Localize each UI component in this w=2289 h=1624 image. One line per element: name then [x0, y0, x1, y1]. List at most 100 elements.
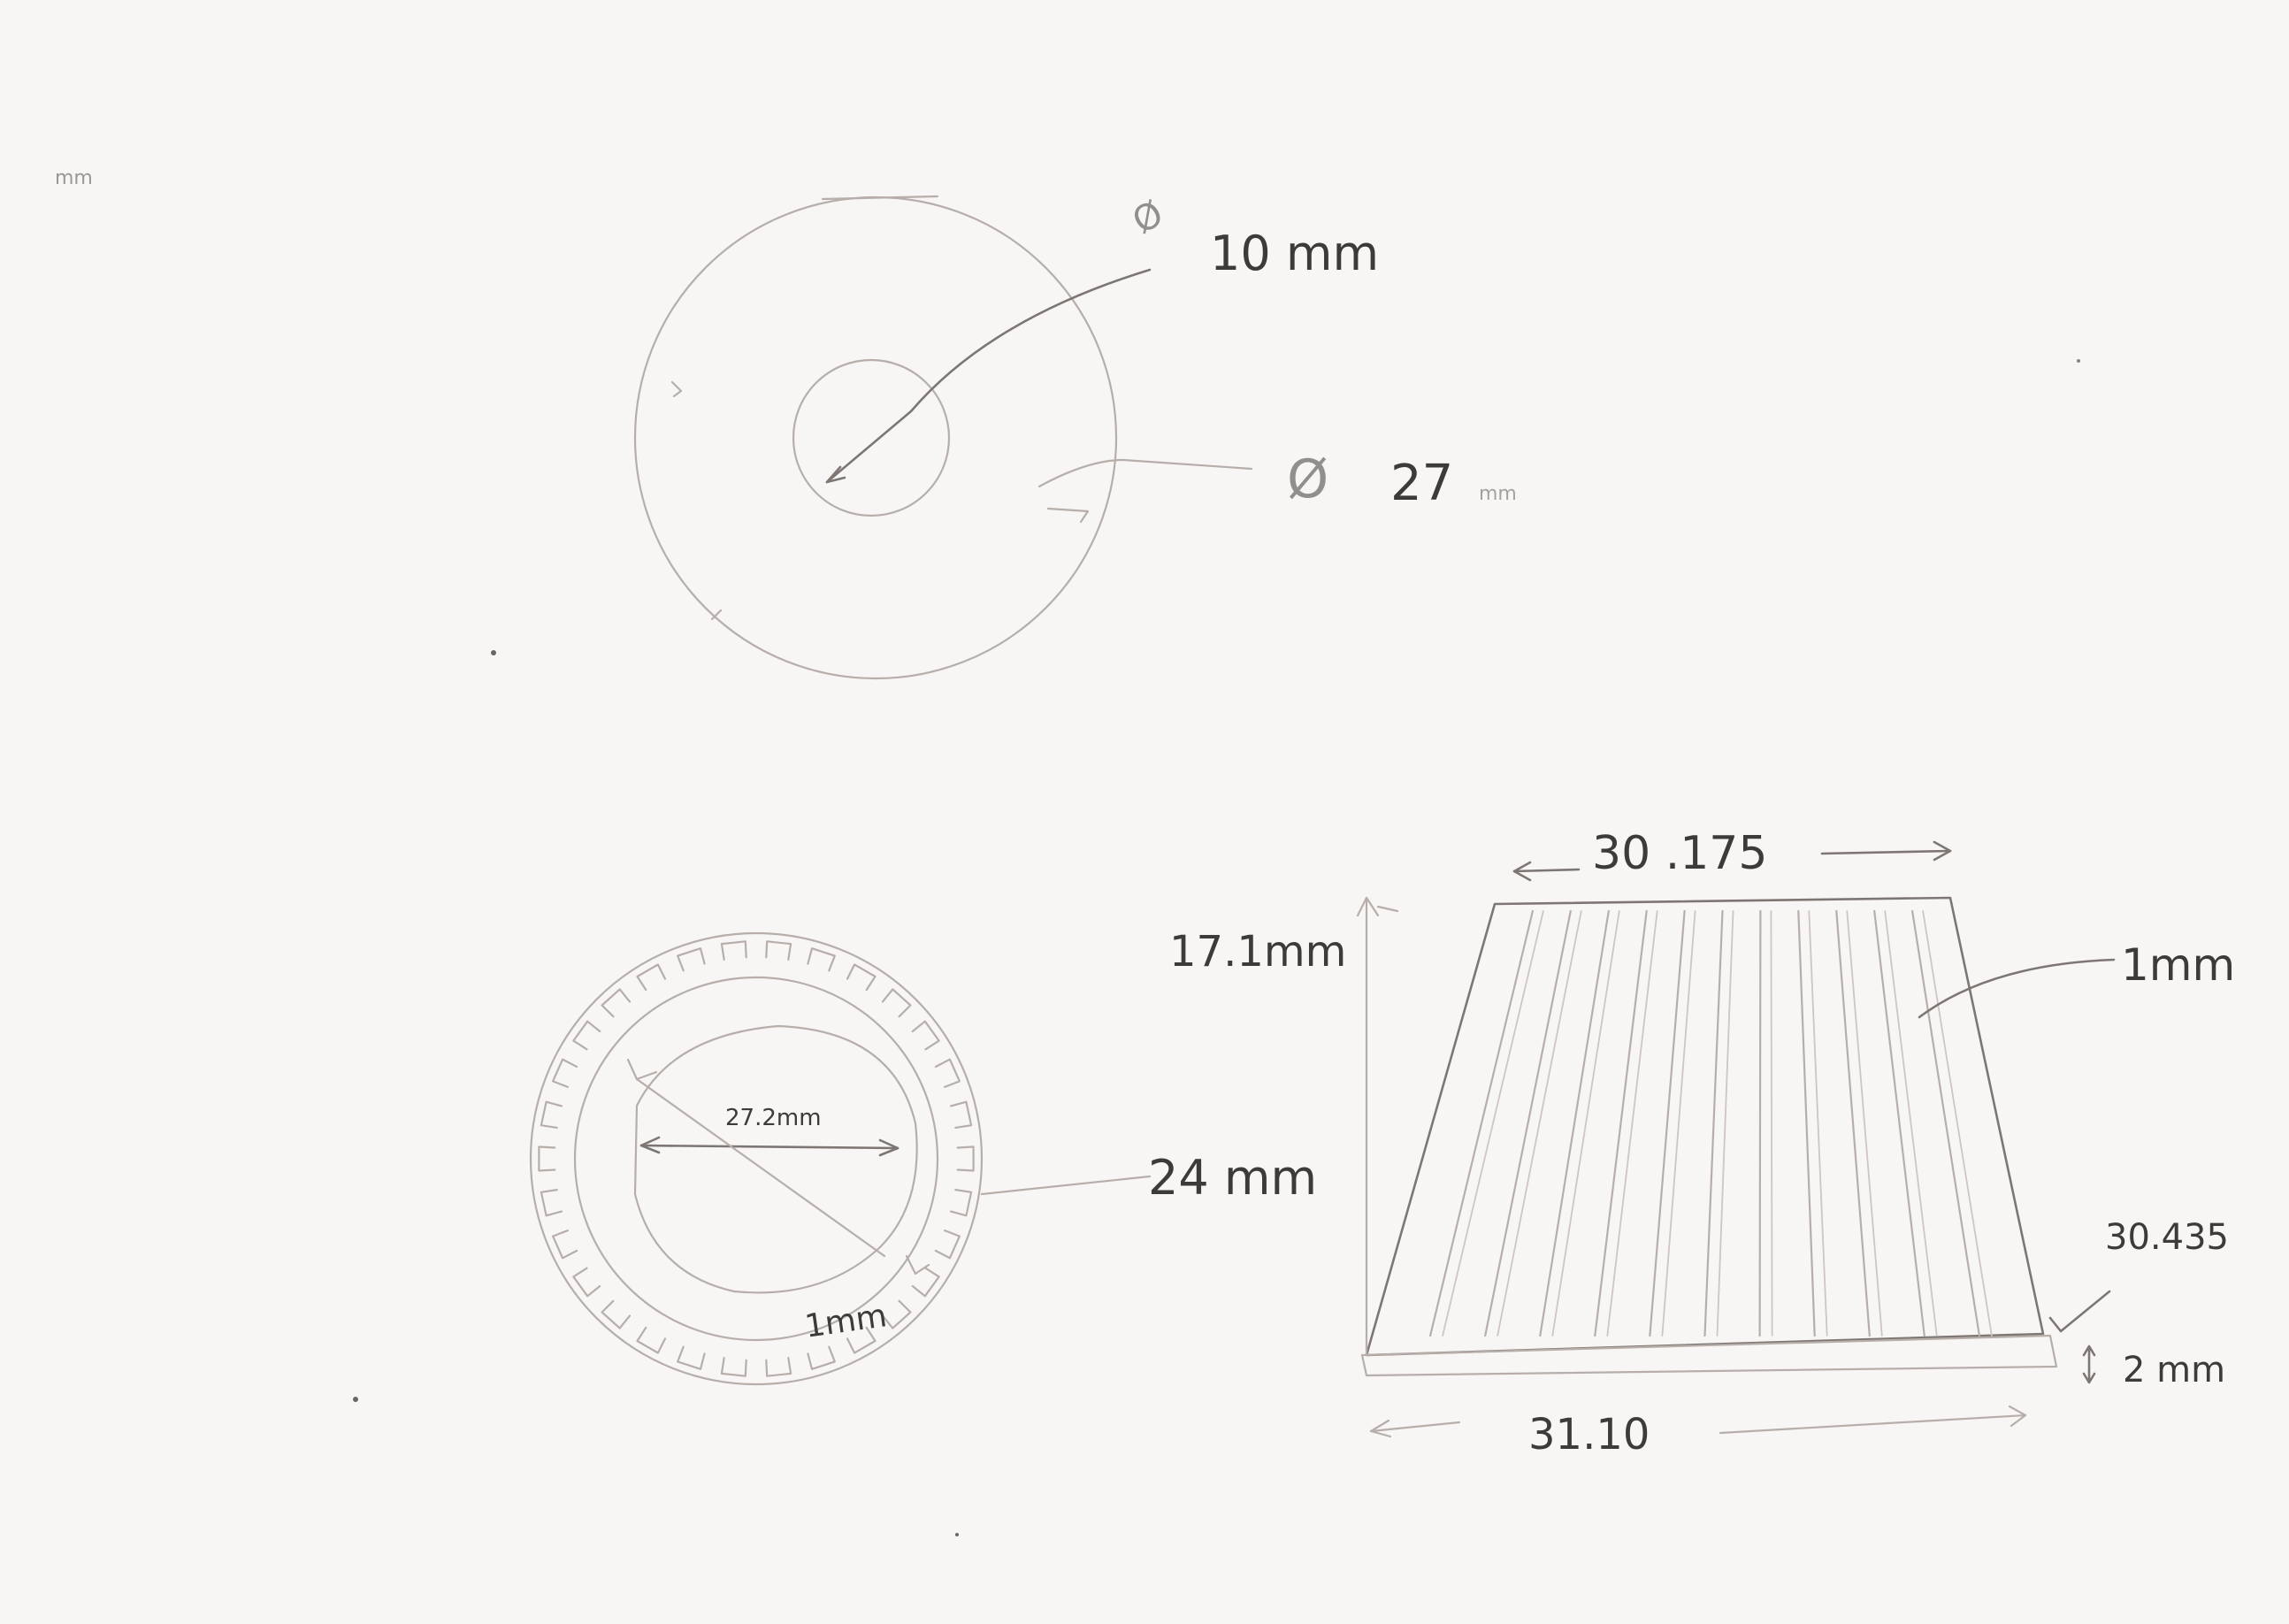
top-outer-value: 27: [1390, 455, 1453, 512]
bottom-dim-right-arrow: [2008, 1405, 2027, 1428]
cone-pleat-line: [1716, 910, 1734, 1337]
cone-pleat-line: [1846, 910, 1883, 1337]
height-dim-arrow: [1356, 896, 1399, 917]
gear-tooth: [956, 1145, 975, 1172]
base-thickness-arrow: [2082, 1344, 2096, 1384]
paper-speck: [491, 650, 496, 655]
top-dim-right: [1820, 849, 1952, 855]
gear-teeth: [538, 940, 975, 1377]
bottom-dim-right: [1719, 1413, 2027, 1435]
corner-note: mm: [55, 167, 93, 189]
diagonal-line: [635, 1077, 886, 1258]
cone-pleat-line: [1539, 909, 1610, 1337]
gear-tooth: [720, 940, 747, 961]
inner-circle: [792, 358, 951, 517]
top-inner-dimension: 10 mm: [1210, 226, 1379, 281]
cone-outline: [1365, 896, 2045, 1357]
gear-tooth: [807, 947, 836, 972]
gear-tooth: [881, 1299, 912, 1329]
gear-inner-dimension: 27.2mm: [725, 1105, 822, 1131]
cone-base-thickness: 2 mm: [2123, 1350, 2225, 1390]
top-dim-left-arrow: [1512, 861, 1532, 882]
gear-mid-circle: [573, 976, 939, 1342]
cone-pleat-line: [1835, 909, 1871, 1337]
inner-leader-arrow: [825, 465, 846, 484]
inner-diameter-line: [639, 1144, 900, 1150]
left-arrow-mark: [670, 380, 683, 398]
gear-tooth: [950, 1100, 973, 1129]
cone-pleat-line: [1606, 910, 1658, 1337]
inner-diameter-arrows: [639, 1136, 900, 1157]
inner-leader-line: [825, 268, 1152, 484]
cone-pleat-line: [1661, 910, 1696, 1337]
cone-pleat-line: [1484, 909, 1572, 1337]
cone-drawing: [1356, 840, 2116, 1438]
cone-top-dimension: 30 .175: [1592, 827, 1767, 880]
cone-pleat-line: [1884, 910, 1938, 1337]
cone-pleat-line: [1911, 909, 1980, 1337]
slant-leader: [2048, 1290, 2111, 1333]
gear-tooth: [636, 963, 667, 992]
cone-pleat-line: [1551, 910, 1620, 1337]
diagonal-arrow: [626, 1058, 658, 1081]
gear-tooth: [636, 1326, 667, 1354]
gear-tooth: [765, 940, 792, 961]
gear-tooth: [934, 1058, 961, 1088]
cone-slant-dimension: 30.435: [2105, 1217, 2229, 1258]
cone-pleat-line: [1873, 909, 1925, 1337]
gear-tooth: [677, 947, 706, 972]
gear-inner-profile: [633, 1024, 918, 1294]
paper-speck: [353, 1397, 358, 1402]
cone-pleat-line: [1649, 909, 1686, 1337]
gear-tooth: [677, 1345, 706, 1370]
cone-pleat-line: [1442, 910, 1544, 1337]
gear-tooth: [601, 988, 632, 1018]
gear-outer-circle: [529, 931, 984, 1386]
top-disc-drawing: [633, 195, 1253, 680]
cone-wall-dimension: 1mm: [2121, 939, 2235, 991]
tooth-arrow: [905, 1254, 930, 1275]
bottom-dim-left: [1369, 1421, 1461, 1433]
gear-tooth: [552, 1229, 578, 1260]
cone-pleat-line: [1758, 909, 1762, 1337]
cone-pleat-line: [1770, 910, 1773, 1337]
gear-tooth: [601, 1299, 632, 1329]
gear-tooth: [572, 1267, 601, 1298]
top-outer-unit: mm: [1479, 483, 1517, 505]
outer-leader-line: [1037, 458, 1253, 488]
gear-tooth: [934, 1229, 961, 1260]
gear-tooth: [950, 1189, 973, 1217]
gear-tooth: [846, 963, 877, 992]
top-tick: [821, 195, 939, 201]
cone-pleat-line: [1497, 910, 1582, 1337]
gear-tooth: [720, 1357, 747, 1377]
outer-leader-arrow: [1046, 507, 1090, 524]
gear-tooth: [552, 1058, 578, 1088]
gear-outer-dimension: 24 mm: [1148, 1150, 1317, 1206]
top-dim-left: [1512, 868, 1581, 873]
gear-drawing: [529, 931, 1152, 1386]
cone-pleat-line: [1594, 909, 1648, 1337]
lower-mark: [710, 609, 723, 621]
cone-pleat-line: [1428, 909, 1535, 1337]
cone-pleat-line: [1797, 909, 1816, 1337]
gear-tooth: [538, 1145, 556, 1172]
gear-tooth: [765, 1357, 792, 1377]
paper-speck: [2077, 359, 2080, 363]
gear-tooth: [911, 1020, 940, 1051]
gear-tooth: [846, 1326, 877, 1354]
top-outer-diameter-symbol: Ø: [1287, 448, 1328, 510]
bottom-dim-left-arrow: [1369, 1419, 1392, 1438]
cone-pleat-line: [1808, 910, 1828, 1337]
cone-pleat-line: [1703, 909, 1724, 1337]
top-dim-right-arrow: [1933, 840, 1952, 862]
gear-tooth: [881, 988, 912, 1018]
cone-base-plate: [1360, 1334, 2058, 1377]
gear-outer-leader: [980, 1175, 1152, 1196]
cone-bottom-dimension: 31.10: [1528, 1410, 1650, 1459]
gear-tooth: [807, 1345, 836, 1370]
cone-pleat-line: [1922, 910, 1993, 1337]
wall-leader: [1918, 958, 2116, 1019]
